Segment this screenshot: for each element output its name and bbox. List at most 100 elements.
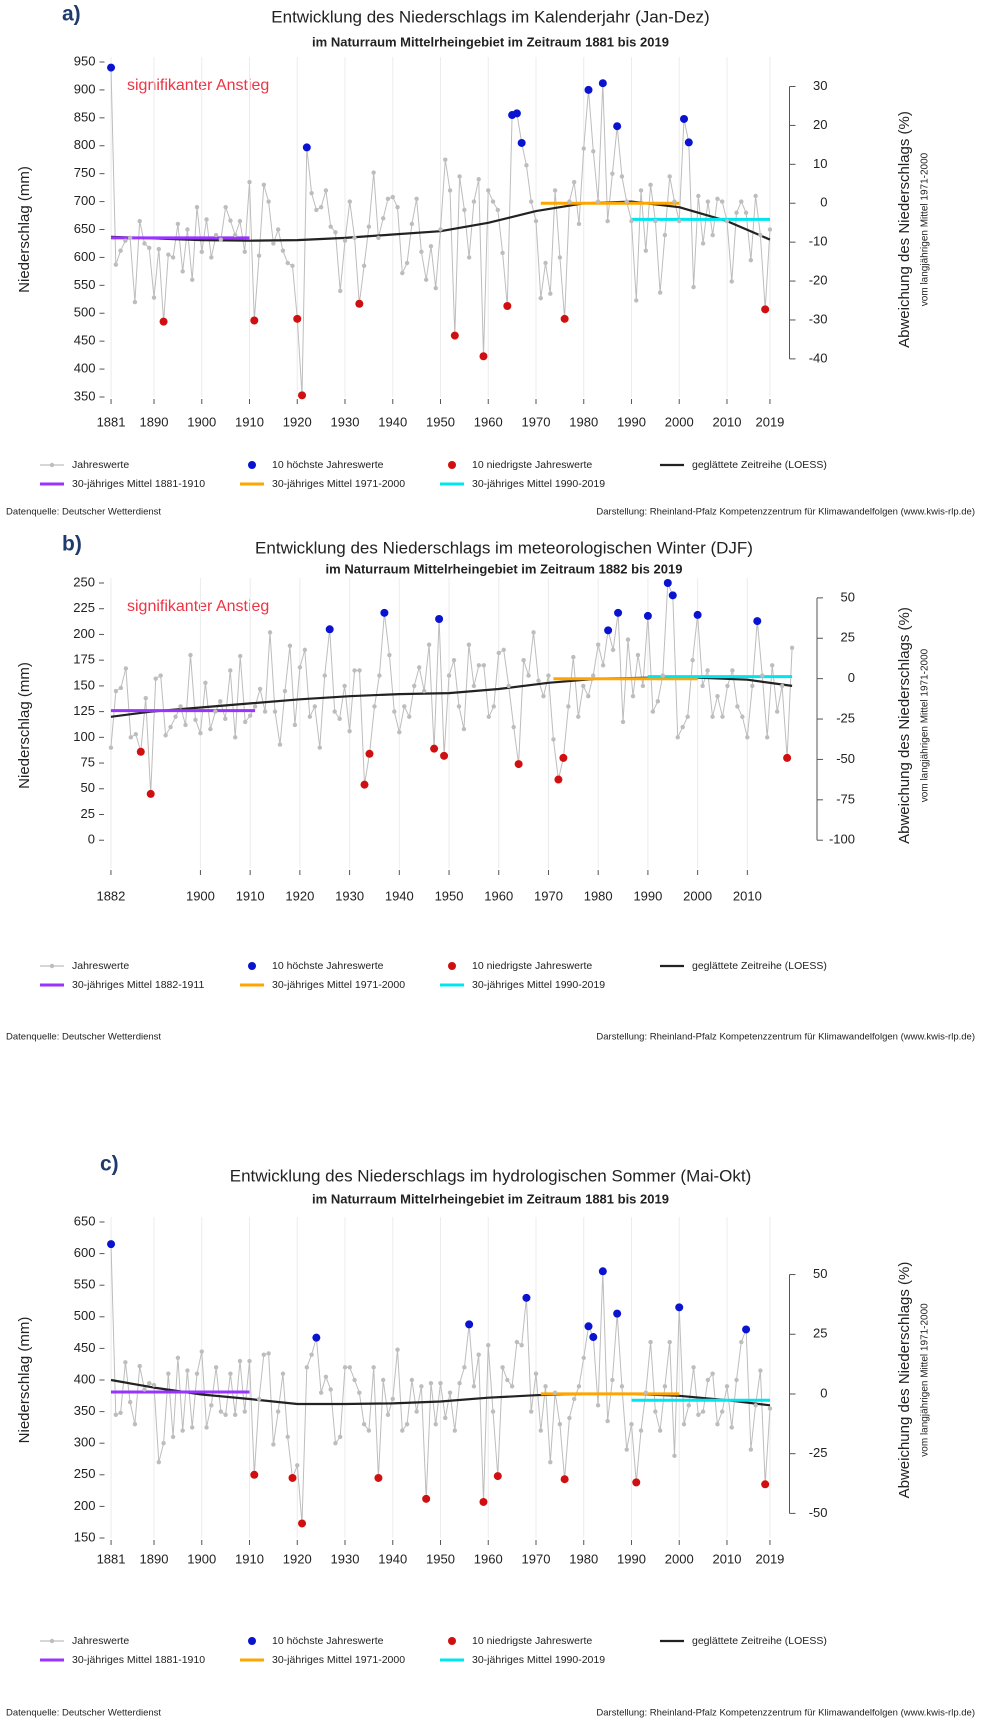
- data-point: [143, 696, 148, 701]
- x-tick-label: 2010: [733, 888, 762, 903]
- data-point: [381, 216, 386, 221]
- credit-note: Darstellung: Rheinland-Pfalz Kompetenzze…: [596, 507, 975, 518]
- data-point: [285, 260, 290, 266]
- data-point: [430, 744, 439, 753]
- legend-swatch: [49, 963, 55, 969]
- data-point: [536, 678, 541, 683]
- data-point: [298, 391, 307, 400]
- data-point: [409, 1377, 415, 1383]
- data-point: [381, 1377, 386, 1383]
- data-point: [705, 199, 711, 204]
- data-point: [151, 295, 157, 300]
- legend-label: Jahreswerte: [72, 1635, 129, 1647]
- data-point: [742, 1325, 751, 1334]
- data-point: [257, 686, 263, 692]
- data-point: [361, 263, 367, 268]
- legend-label: 30-jähriges Mittel 1990-2019: [472, 1654, 605, 1666]
- data-point: [643, 248, 649, 253]
- legend-swatch: [248, 461, 256, 469]
- data-point: [675, 1303, 684, 1312]
- data-point: [209, 255, 214, 260]
- data-point: [433, 1422, 438, 1427]
- data-point: [314, 207, 319, 213]
- data-point: [223, 716, 228, 722]
- data-point: [228, 1371, 233, 1376]
- x-tick-label: 1930: [335, 888, 364, 903]
- data-point: [761, 305, 770, 314]
- data-point: [414, 1409, 419, 1414]
- data-point: [576, 1384, 582, 1389]
- data-point: [586, 693, 591, 699]
- data-point: [118, 248, 123, 253]
- data-point: [395, 1347, 400, 1352]
- data-point: [758, 1368, 763, 1373]
- y-tick-label: 150: [73, 677, 95, 692]
- x-tick-label: 1910: [235, 1551, 264, 1566]
- data-point: [447, 1390, 453, 1395]
- x-tick-label: 1950: [435, 888, 464, 903]
- data-point: [491, 704, 496, 709]
- data-point: [451, 657, 457, 663]
- y-tick-label: 0: [88, 832, 95, 847]
- data-point: [280, 1371, 286, 1376]
- data-point: [438, 1380, 443, 1386]
- legend-label: 10 niedrigste Jahreswerte: [472, 459, 592, 471]
- y-tick-label: 250: [73, 574, 95, 589]
- data-point: [566, 704, 571, 709]
- y2-tick-label: -40: [809, 350, 828, 365]
- data-point: [292, 722, 298, 728]
- data-point: [233, 735, 238, 740]
- data-point: [748, 258, 754, 263]
- data-point: [500, 1365, 505, 1370]
- data-point: [700, 1409, 706, 1414]
- y2-tick-label: 30: [813, 78, 827, 93]
- y-tick-label: 950: [74, 53, 96, 68]
- data-point: [332, 709, 337, 714]
- data-point: [486, 1343, 491, 1348]
- data-point: [107, 63, 116, 72]
- data-point: [209, 1403, 214, 1408]
- data-point: [531, 630, 536, 635]
- y2-tick-label: 25: [813, 1326, 827, 1341]
- data-point: [443, 157, 448, 162]
- y2-tick-label: 25: [841, 630, 855, 645]
- legend-label: 30-jähriges Mittel 1881-1910: [72, 1654, 205, 1666]
- x-tick-label: 2000: [665, 1551, 694, 1566]
- data-point: [533, 1371, 539, 1376]
- y-tick-label: 500: [74, 305, 96, 320]
- data-point: [228, 218, 233, 223]
- data-point: [262, 709, 268, 714]
- data-point: [435, 615, 444, 624]
- data-point: [247, 179, 252, 185]
- data-point: [440, 751, 449, 760]
- x-tick-label: 1930: [331, 1551, 360, 1566]
- x-tick-label: 2000: [665, 414, 694, 429]
- data-point: [185, 1368, 190, 1373]
- y-tick-label: 350: [74, 1403, 96, 1418]
- data-point: [710, 1371, 715, 1376]
- data-point: [347, 728, 352, 734]
- x-tick-label: 1900: [186, 888, 215, 903]
- data-point: [476, 663, 482, 668]
- x-tick-label: 2010: [713, 1551, 742, 1566]
- data-point: [476, 177, 481, 182]
- data-point: [392, 709, 397, 714]
- data-point: [185, 227, 190, 232]
- data-point: [371, 170, 376, 175]
- data-point: [267, 630, 273, 635]
- y-axis-label: Niederschlag (mm): [16, 166, 33, 293]
- data-point: [213, 1365, 219, 1370]
- data-point: [275, 227, 281, 232]
- y2-tick-label: -100: [829, 832, 855, 847]
- data-point: [630, 693, 636, 699]
- data-point: [479, 352, 488, 361]
- data-point: [433, 285, 438, 291]
- data-point: [376, 235, 381, 241]
- data-point: [338, 1434, 343, 1440]
- data-point: [213, 709, 218, 714]
- data-point: [643, 1390, 649, 1395]
- data-point: [684, 138, 693, 147]
- data-point: [333, 1441, 338, 1446]
- data-point: [118, 685, 124, 691]
- data-point: [680, 724, 685, 730]
